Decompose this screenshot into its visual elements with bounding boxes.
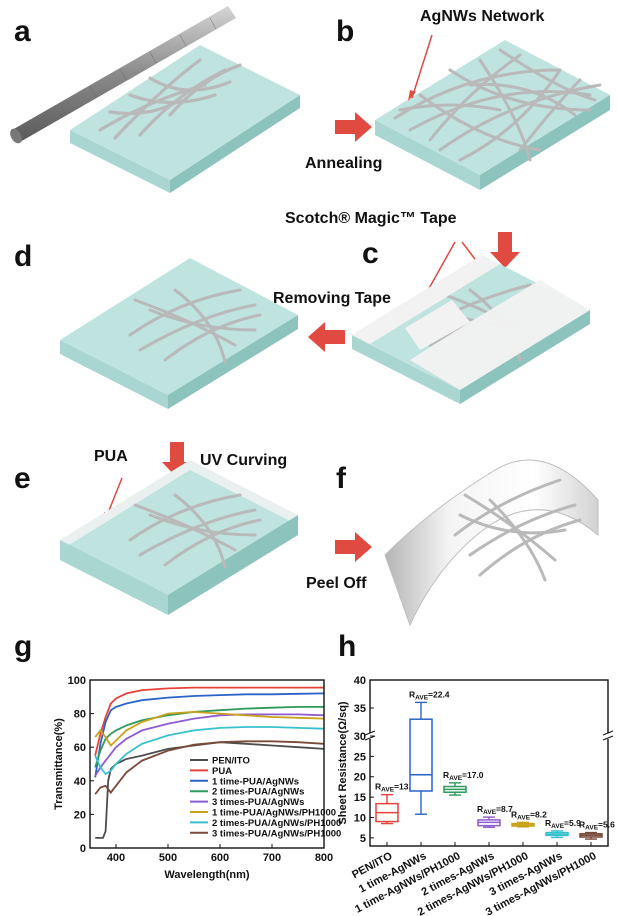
panel-label-g: g [14,630,33,663]
axis-break-mark-2 [364,735,376,741]
removing-tape-label: Removing Tape [273,290,391,307]
h-y-tick-label-7: 40 [354,675,366,687]
series-line-4 [94,713,325,777]
agnws-network-label: AgNWs Network [420,8,545,25]
silver-nanowires-d [128,288,262,364]
annotation-3: RAVE=8.7 [477,804,513,816]
legend-label-4: 3 times-PUA/AgNWs [212,797,304,808]
silver-nanowires-a [98,58,242,140]
h-y-tick-label-1: 10 [354,812,366,824]
legend-label-6: 2 times-PUA/AgNWs/PH1000 [212,818,341,829]
x-tick-label-1: 500 [159,852,177,864]
annotation-2: RAVE=17.0 [443,770,484,782]
y-axis-label-h: Sheet Resistance(Ω/sq) [337,701,349,824]
plot-frame-g [89,679,325,849]
panel-c-illustration [352,255,590,404]
flexible-film [384,459,599,627]
uv-curving-label: UV Curving [200,452,288,469]
tape-label: Scotch® Magic™ Tape [285,210,457,227]
annotation-0: RAVE=13.7 [375,782,416,794]
series-line-2 [94,692,325,778]
silver-nanowires-e [128,493,262,569]
roller [10,6,236,144]
annotation-6: RAVE=5.6 [579,820,615,832]
panel-label-d: d [14,240,33,273]
series-line-6 [94,726,325,776]
panel-label-f: f [336,462,346,495]
h-y-tick-label-3: 20 [354,772,366,784]
box-0 [375,793,399,825]
arrow-down-c [490,232,520,268]
x-tick-label-3: 700 [263,852,281,864]
panel-d-illustration [60,258,298,409]
y-tick-label-5: 100 [68,675,86,687]
peel-off-label: Peel Off [306,575,367,592]
h-y-tick-label-4: 25 [354,751,366,763]
box-2 [443,782,467,796]
y-tick-label-4: 80 [74,709,86,721]
h-y-tick-label-0: 5 [360,833,366,845]
panel-label-h: h [338,630,357,663]
panel-b-illustration [375,34,610,190]
box-1 [409,701,433,815]
box-4 [511,821,535,828]
legend-label-2: 1 time-PUA/AgNWs [212,776,299,787]
panel-label-a: a [14,15,31,48]
y-tick-label-2: 40 [74,776,86,788]
x-tick-label-4: 800 [315,852,333,864]
annealing-label: Annealing [305,155,383,172]
series-line-0 [95,741,325,839]
panel-f-illustration [384,459,599,627]
x-tick-label-2: 600 [211,852,229,864]
annotation-5: RAVE=5.9 [545,818,581,830]
annotation-1: RAVE=22.4 [409,689,450,701]
series-line-7 [94,740,325,795]
h-y-tick-label-2: 15 [354,792,366,804]
process-schematic [10,6,610,627]
box-6 [579,831,603,840]
axis-break-mask-right [604,733,612,739]
panel-a-illustration [10,6,300,193]
axis-break-mark-3 [602,730,614,736]
box-body-1 [409,718,433,792]
pua-label: PUA [94,448,128,465]
arrow-annealing [335,112,372,142]
y-tick-label-3: 60 [74,742,86,754]
silver-nanowires-b [393,48,602,162]
tape-left [352,255,500,344]
panel-e-illustration [60,460,298,615]
arrow-peel-off [335,532,372,562]
y-tick-label-0: 0 [80,843,86,855]
panel-label-e: e [14,462,31,495]
series-line-5 [94,710,325,747]
x-axis-label-g: Wavelength(nm) [164,869,249,881]
legend-label-3: 2 times-PUA/AgNWs [212,787,304,798]
h-y-tick-label-6: 35 [354,703,366,715]
axis-break-mark-1 [364,730,376,736]
tape-right [410,280,590,390]
x-tick-label-0: 400 [107,852,125,864]
panel-label-c: c [362,237,379,270]
arrow-removing-tape [308,322,345,352]
axis-break-mark-4 [602,735,614,741]
legend-label-0: PEN/ITO [212,756,250,767]
annotation-4: RAVE=8.2 [511,809,547,821]
series-line-1 [94,686,324,756]
box-3 [477,816,501,828]
box-5 [545,830,569,839]
legend-label-5: 1 time-PUA/AgNWs/PH1000 [212,808,336,819]
y-axis-label-g: Transmittance(%) [53,718,65,810]
panel-label-b: b [336,15,355,48]
h-y-tick-label-5: 30 [354,731,366,743]
legend-label-1: PUA [212,766,232,777]
legend-label-7: 3 times-PUA/AgNWs/PH1000 [212,828,341,839]
y-tick-label-1: 20 [74,809,86,821]
silver-nanowires-f [453,478,582,582]
